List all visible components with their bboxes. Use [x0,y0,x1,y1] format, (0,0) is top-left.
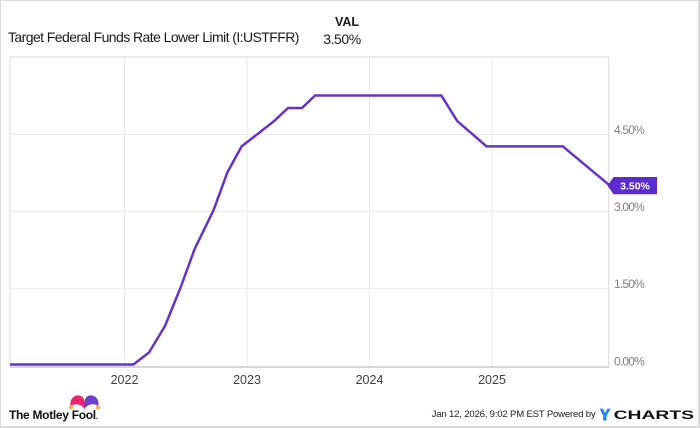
svg-text:2024: 2024 [356,373,384,387]
svg-text:2023: 2023 [233,373,261,387]
svg-text:4.50%: 4.50% [614,123,645,137]
svg-text:3.00%: 3.00% [614,200,645,214]
svg-text:1.50%: 1.50% [614,277,645,291]
svg-text:3.50%: 3.50% [620,181,650,193]
svg-text:2022: 2022 [111,373,139,387]
svg-text:CHARTS: CHARTS [614,408,694,422]
svg-text:0.00%: 0.00% [614,354,645,368]
svg-text:2025: 2025 [478,373,506,387]
